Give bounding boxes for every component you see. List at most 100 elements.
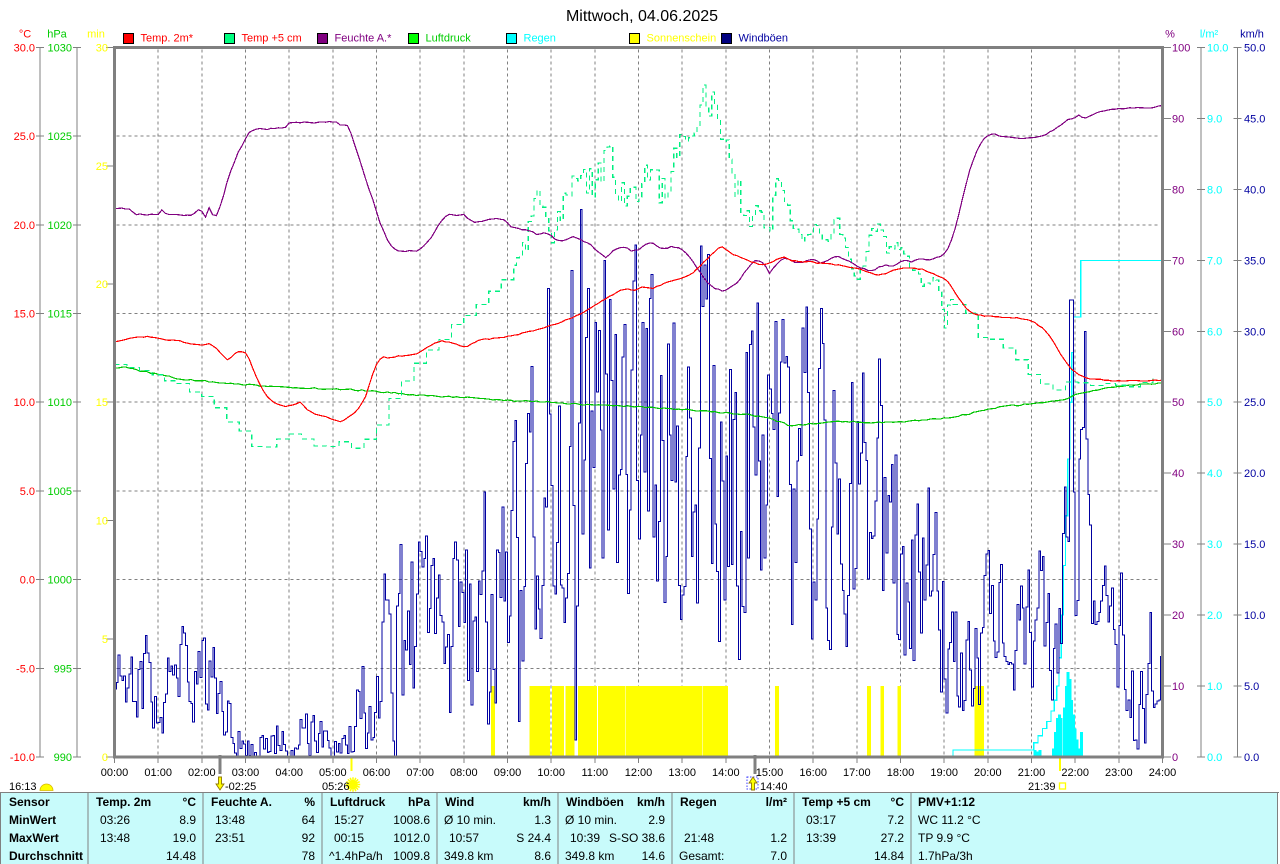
svg-text:l/m²: l/m² [1200, 29, 1219, 41]
svg-text:0.0: 0.0 [1207, 752, 1222, 764]
svg-text:30: 30 [1172, 539, 1184, 551]
svg-text:7.2: 7.2 [887, 813, 904, 827]
svg-text:30.0: 30.0 [1244, 326, 1265, 338]
svg-text:8.6: 8.6 [534, 849, 551, 863]
svg-text:MinWert: MinWert [9, 813, 56, 827]
svg-text:16:13: 16:13 [9, 781, 37, 793]
svg-text:°C: °C [891, 795, 905, 809]
svg-text:64: 64 [302, 813, 316, 827]
svg-text:02:00: 02:00 [188, 767, 216, 779]
svg-text:10.0: 10.0 [14, 397, 35, 409]
svg-text:10:39: 10:39 [570, 831, 600, 845]
svg-text:1005: 1005 [48, 486, 72, 498]
svg-text:0.0: 0.0 [1244, 752, 1259, 764]
svg-text:Temp. 2m: Temp. 2m [96, 795, 151, 809]
svg-text:349.8 km: 349.8 km [444, 849, 493, 863]
svg-text:11:00: 11:00 [581, 767, 608, 779]
svg-text:10: 10 [96, 516, 108, 528]
svg-text:0: 0 [102, 752, 108, 764]
svg-text:21:48: 21:48 [684, 831, 714, 845]
svg-text:8.0: 8.0 [1207, 184, 1222, 196]
svg-text:PMV+1:12: PMV+1:12 [918, 795, 975, 809]
svg-text:04:00: 04:00 [275, 767, 303, 779]
svg-text:7.0: 7.0 [1207, 255, 1222, 267]
svg-text:24:00: 24:00 [1149, 767, 1177, 779]
svg-text:10: 10 [1172, 681, 1184, 693]
svg-text:10:57: 10:57 [449, 831, 479, 845]
svg-text:Feuchte A.*: Feuchte A.* [335, 33, 393, 45]
svg-text:5.0: 5.0 [1207, 397, 1222, 409]
svg-text:Windböen: Windböen [566, 795, 624, 809]
svg-text:00:15: 00:15 [334, 831, 364, 845]
svg-text:km/h: km/h [523, 795, 551, 809]
svg-text:Temp +5 cm: Temp +5 cm [802, 795, 871, 809]
svg-text:13:48: 13:48 [215, 813, 245, 827]
svg-text:Sonnenschein: Sonnenschein [647, 33, 717, 45]
svg-text:01:00: 01:00 [144, 767, 172, 779]
svg-text:03:26: 03:26 [100, 813, 130, 827]
svg-text:13:48: 13:48 [100, 831, 130, 845]
svg-text:10.0: 10.0 [1244, 610, 1265, 622]
svg-text:S 24.4: S 24.4 [516, 831, 551, 845]
svg-text:78: 78 [302, 849, 316, 863]
svg-text:TP 9.9 °C: TP 9.9 °C [918, 831, 970, 845]
svg-text:19:00: 19:00 [930, 767, 958, 779]
svg-text:Temp +5 cm: Temp +5 cm [242, 33, 302, 45]
svg-text:05:26: 05:26 [322, 781, 350, 793]
svg-text:Temp. 2m*: Temp. 2m* [141, 33, 194, 45]
svg-text:92: 92 [302, 831, 316, 845]
svg-text:1.2: 1.2 [770, 831, 787, 845]
svg-text:70: 70 [1172, 255, 1184, 267]
svg-text:15:27: 15:27 [334, 813, 364, 827]
svg-text:22:00: 22:00 [1061, 767, 1089, 779]
svg-text:Ø 10 min.: Ø 10 min. [444, 813, 496, 827]
svg-text:50: 50 [1172, 397, 1184, 409]
svg-text:15:00: 15:00 [756, 767, 784, 779]
svg-text:25.0: 25.0 [14, 131, 35, 143]
svg-text:25: 25 [96, 161, 108, 173]
svg-text:min: min [87, 29, 105, 41]
svg-text:1009.8: 1009.8 [393, 849, 430, 863]
svg-text:60: 60 [1172, 326, 1184, 338]
svg-text:14.6: 14.6 [642, 849, 666, 863]
svg-text:30.0: 30.0 [14, 43, 35, 55]
svg-text:km/h: km/h [637, 795, 665, 809]
svg-text:5.0: 5.0 [1244, 681, 1259, 693]
svg-text:1030: 1030 [48, 43, 72, 55]
svg-text:1010: 1010 [48, 397, 72, 409]
svg-text:15.0: 15.0 [14, 309, 35, 321]
svg-text:20.0: 20.0 [1244, 468, 1265, 480]
svg-text:13:39: 13:39 [806, 831, 836, 845]
svg-text:30: 30 [96, 43, 108, 55]
svg-text:20.0: 20.0 [14, 220, 35, 232]
svg-text:Gesamt:: Gesamt: [679, 849, 724, 863]
svg-text:06:00: 06:00 [363, 767, 391, 779]
svg-text:45.0: 45.0 [1244, 114, 1265, 126]
svg-text:Luftdruck: Luftdruck [330, 795, 386, 809]
svg-text:1.3: 1.3 [534, 813, 551, 827]
svg-text:MaxWert: MaxWert [9, 831, 59, 845]
svg-text:03:00: 03:00 [232, 767, 260, 779]
svg-text:16:00: 16:00 [799, 767, 827, 779]
svg-text:23:51: 23:51 [215, 831, 245, 845]
svg-text:25.0: 25.0 [1244, 397, 1265, 409]
svg-text:21:39: 21:39 [1028, 781, 1056, 793]
svg-text:-5.0: -5.0 [16, 663, 35, 675]
svg-text:1.7hPa/3h: 1.7hPa/3h [918, 849, 973, 863]
svg-text:°C: °C [19, 29, 31, 41]
svg-text:1.0: 1.0 [1207, 681, 1222, 693]
svg-text:-10.0: -10.0 [10, 752, 35, 764]
svg-text:20:00: 20:00 [974, 767, 1002, 779]
svg-text:6.0: 6.0 [1207, 326, 1222, 338]
svg-text:1020: 1020 [48, 220, 72, 232]
svg-text:18:00: 18:00 [887, 767, 915, 779]
svg-text:9.0: 9.0 [1207, 114, 1222, 126]
svg-text:Sensor: Sensor [9, 795, 50, 809]
svg-text:5.0: 5.0 [20, 486, 35, 498]
svg-text:Ø 10 min.: Ø 10 min. [565, 813, 617, 827]
svg-text:17:00: 17:00 [843, 767, 871, 779]
svg-text:14.48: 14.48 [166, 849, 196, 863]
svg-text:90: 90 [1172, 114, 1184, 126]
svg-text:8.9: 8.9 [179, 813, 196, 827]
svg-text:hPa: hPa [47, 29, 67, 41]
